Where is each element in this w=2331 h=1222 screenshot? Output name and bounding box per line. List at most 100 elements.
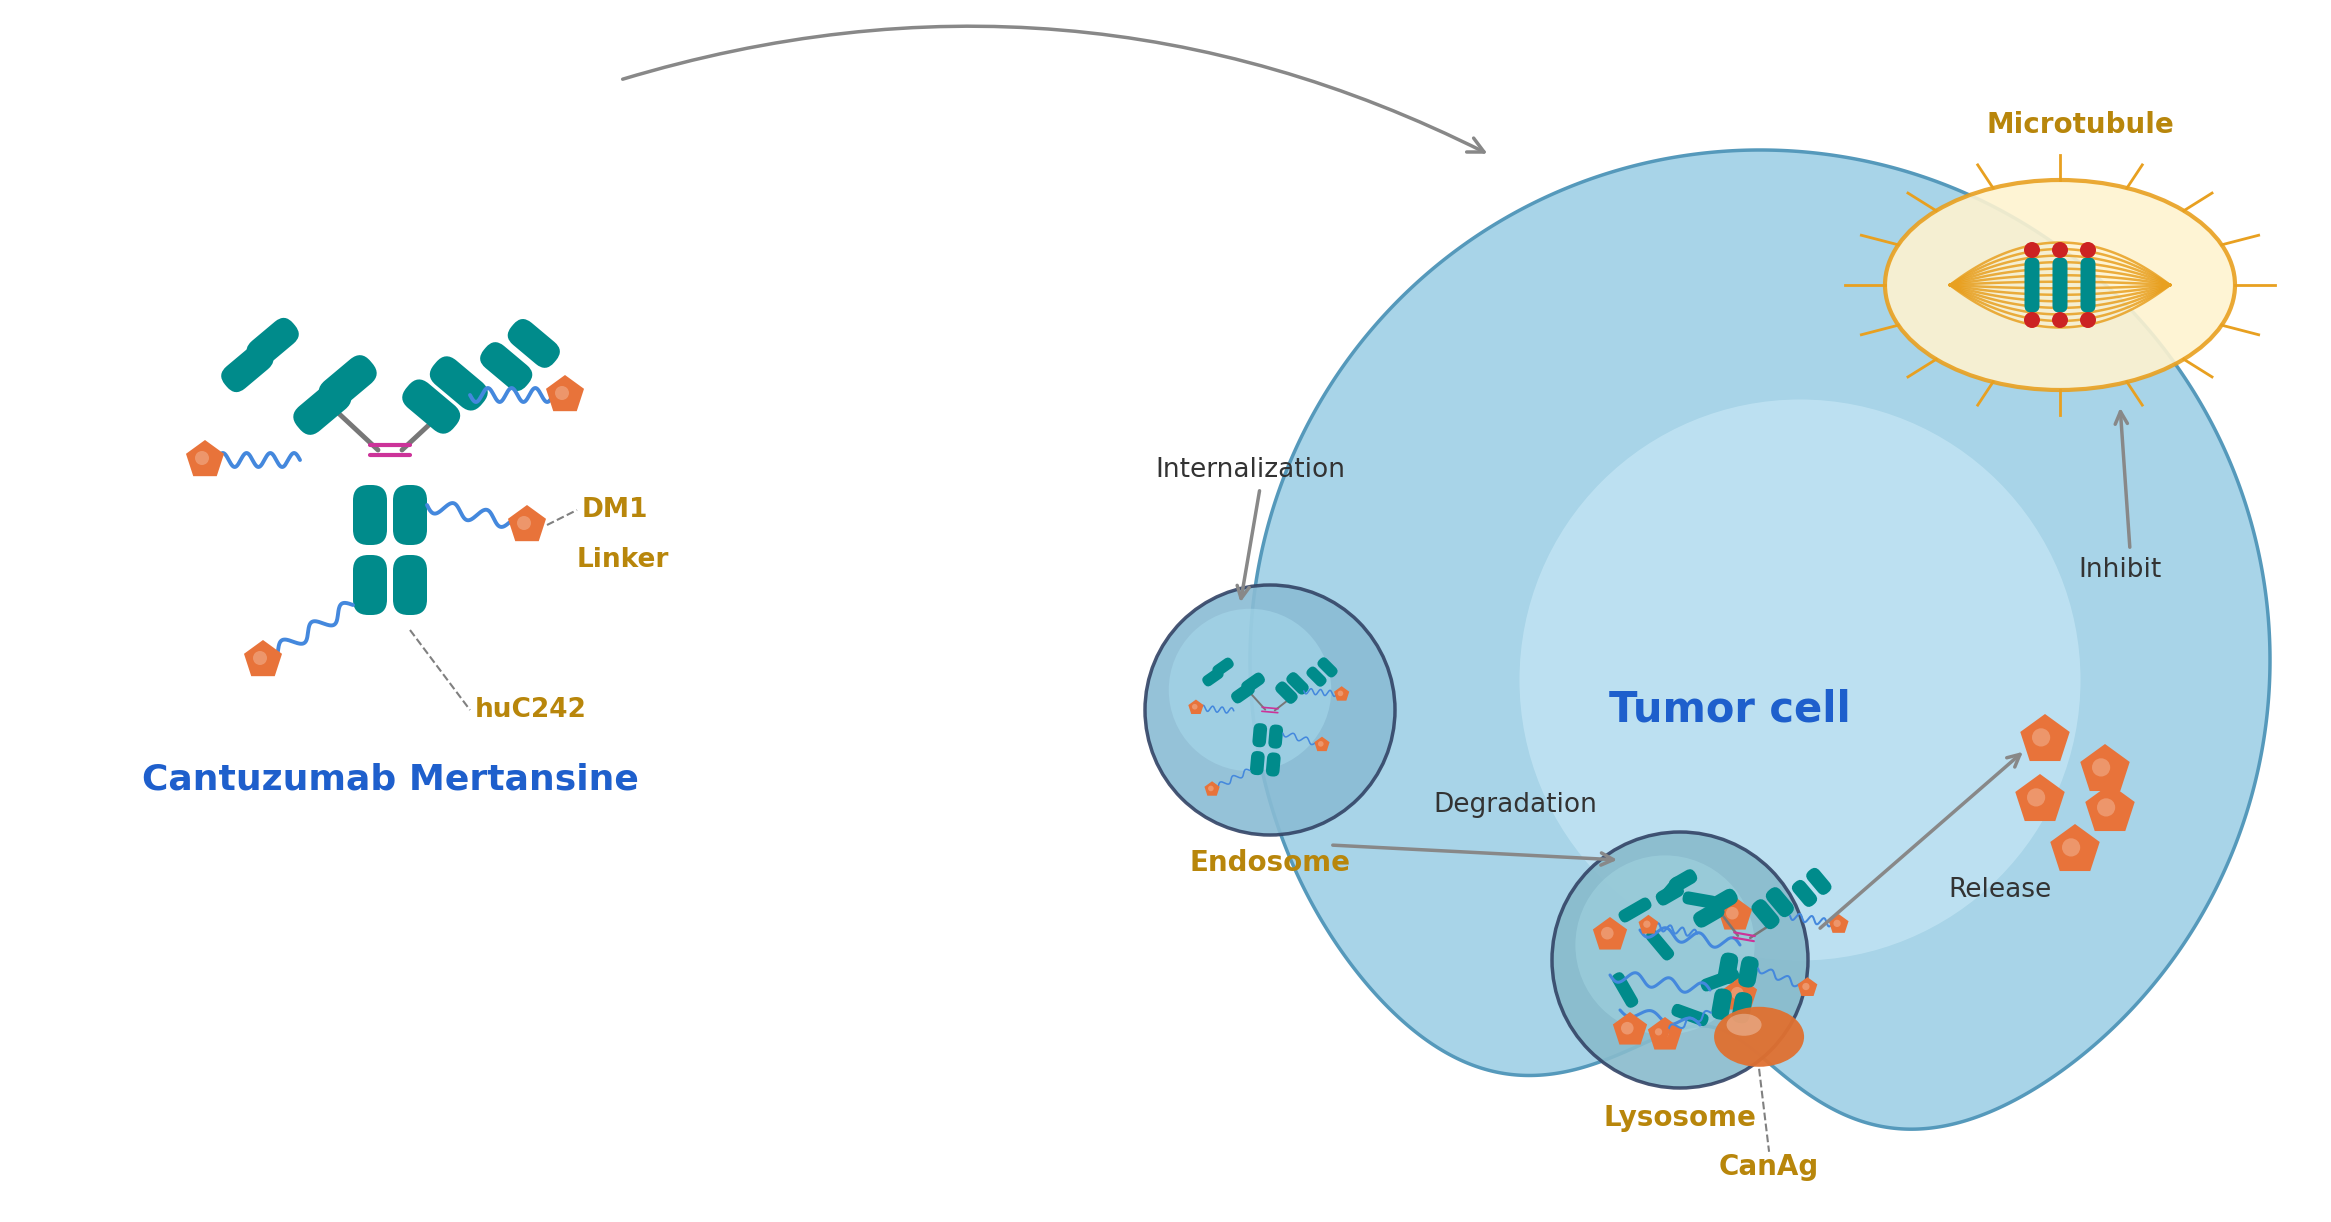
Circle shape [2079,312,2096,327]
Text: CanAg: CanAg [1718,1152,1818,1180]
Circle shape [1191,704,1198,710]
Circle shape [2051,312,2068,327]
Polygon shape [1723,978,1758,1009]
Circle shape [1655,1026,1669,1040]
FancyBboxPatch shape [1807,868,1832,895]
Polygon shape [1613,1012,1648,1045]
FancyBboxPatch shape [1275,682,1298,704]
Polygon shape [1205,781,1219,796]
FancyBboxPatch shape [394,485,427,545]
Circle shape [1168,609,1331,771]
Polygon shape [1648,1017,1683,1050]
Text: Lysosome: Lysosome [1604,1103,1758,1132]
Polygon shape [1639,915,1657,934]
Circle shape [2023,312,2040,327]
Text: Cantuzumab Mertansine: Cantuzumab Mertansine [142,763,639,797]
FancyBboxPatch shape [2054,258,2068,313]
Circle shape [1338,690,1343,697]
Polygon shape [2086,785,2135,831]
Polygon shape [1189,699,1203,714]
FancyBboxPatch shape [480,342,531,391]
FancyBboxPatch shape [1669,869,1697,892]
FancyBboxPatch shape [1706,888,1739,914]
FancyBboxPatch shape [1739,956,1758,987]
FancyBboxPatch shape [1266,753,1280,776]
Circle shape [1601,927,1613,940]
FancyBboxPatch shape [221,343,273,392]
Ellipse shape [1886,180,2235,390]
Circle shape [517,516,531,530]
FancyBboxPatch shape [1249,752,1266,775]
Circle shape [1145,585,1394,835]
Text: huC242: huC242 [476,697,587,723]
FancyBboxPatch shape [1683,891,1718,909]
Circle shape [1732,987,1744,1000]
Text: Inhibit: Inhibit [2079,557,2161,583]
Circle shape [1552,832,1809,1088]
FancyBboxPatch shape [1611,973,1639,1008]
FancyBboxPatch shape [294,380,352,435]
FancyBboxPatch shape [429,357,487,411]
Circle shape [2028,788,2044,807]
Polygon shape [2021,714,2070,761]
FancyBboxPatch shape [352,485,387,545]
FancyBboxPatch shape [1305,666,1326,687]
FancyBboxPatch shape [1718,952,1739,984]
Text: Tumor cell: Tumor cell [1608,689,1851,731]
Polygon shape [186,440,224,477]
FancyBboxPatch shape [352,555,387,615]
Circle shape [196,451,210,466]
Polygon shape [1315,737,1329,752]
FancyBboxPatch shape [1231,683,1254,704]
Polygon shape [508,505,545,541]
Circle shape [2033,728,2051,747]
FancyBboxPatch shape [1765,887,1795,918]
FancyBboxPatch shape [1655,882,1683,906]
Polygon shape [1718,897,1753,930]
FancyBboxPatch shape [2026,258,2040,313]
FancyBboxPatch shape [1317,657,1338,677]
Polygon shape [1830,914,1848,932]
Text: Microtubule: Microtubule [1986,111,2175,139]
Circle shape [1207,786,1214,792]
Polygon shape [1797,978,1818,996]
Circle shape [1576,855,1755,1035]
Text: Endosome: Endosome [1189,849,1350,877]
Text: Degradation: Degradation [1434,792,1597,818]
FancyBboxPatch shape [1692,902,1725,927]
FancyBboxPatch shape [1711,989,1732,1020]
Circle shape [1643,920,1650,927]
Circle shape [2023,242,2040,258]
Circle shape [2091,759,2110,776]
Circle shape [1655,1028,1662,1035]
Polygon shape [2016,774,2065,821]
Circle shape [1834,920,1841,927]
Circle shape [2063,838,2079,857]
Text: Release: Release [1949,877,2051,903]
Circle shape [2079,242,2096,258]
Polygon shape [545,375,585,411]
FancyBboxPatch shape [1699,969,1739,991]
Text: DM1: DM1 [583,497,648,523]
Polygon shape [1333,687,1350,700]
Circle shape [1620,1022,1634,1035]
Polygon shape [1249,150,2270,1129]
FancyBboxPatch shape [508,319,559,368]
FancyBboxPatch shape [247,318,298,367]
FancyBboxPatch shape [2082,258,2096,313]
Ellipse shape [1727,1014,1762,1036]
Circle shape [1725,907,1739,919]
Text: Linker: Linker [578,547,669,573]
Polygon shape [2051,824,2100,871]
FancyBboxPatch shape [1268,725,1282,749]
FancyBboxPatch shape [319,356,378,409]
FancyBboxPatch shape [1793,880,1818,907]
Polygon shape [2079,744,2131,791]
Circle shape [254,651,268,665]
FancyBboxPatch shape [1252,723,1268,748]
Polygon shape [1650,1023,1669,1041]
Circle shape [555,386,569,400]
FancyBboxPatch shape [394,555,427,615]
FancyBboxPatch shape [1618,897,1653,923]
Circle shape [1802,982,1809,990]
